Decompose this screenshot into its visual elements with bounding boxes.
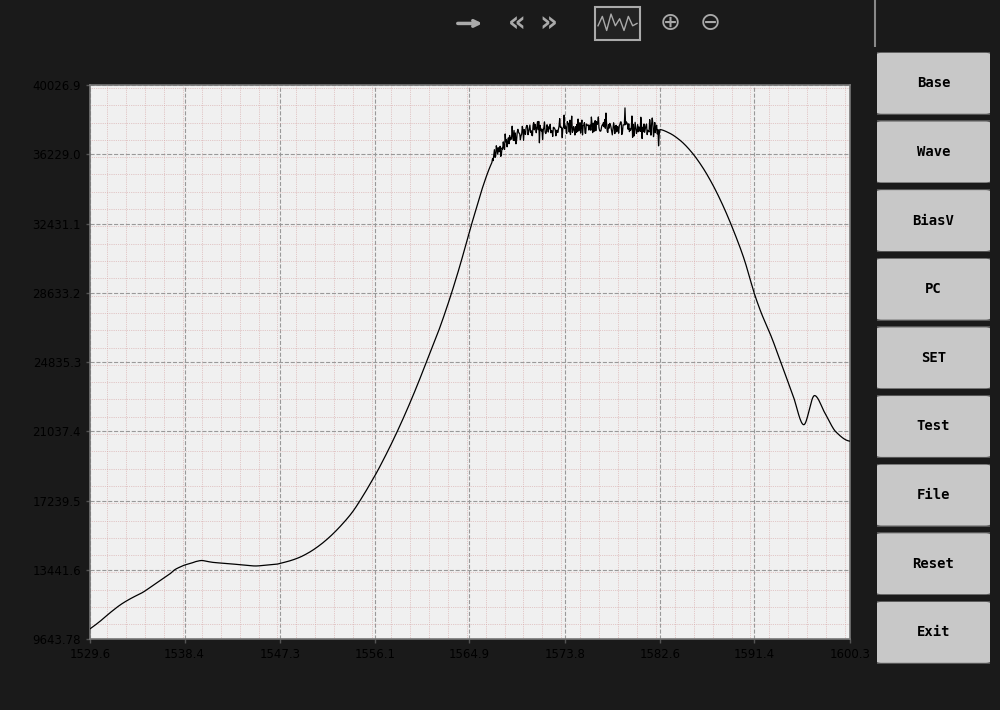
FancyBboxPatch shape bbox=[875, 189, 992, 252]
FancyBboxPatch shape bbox=[875, 121, 992, 183]
FancyBboxPatch shape bbox=[875, 258, 992, 321]
Text: Base: Base bbox=[917, 76, 950, 90]
Text: «: « bbox=[508, 9, 526, 36]
Text: ⊖: ⊖ bbox=[700, 11, 720, 36]
FancyBboxPatch shape bbox=[875, 532, 992, 595]
FancyBboxPatch shape bbox=[875, 464, 992, 527]
FancyBboxPatch shape bbox=[875, 601, 992, 664]
Text: Wave: Wave bbox=[917, 145, 950, 159]
FancyBboxPatch shape bbox=[875, 52, 992, 115]
FancyBboxPatch shape bbox=[875, 395, 992, 458]
Text: Exit: Exit bbox=[917, 626, 950, 640]
FancyBboxPatch shape bbox=[875, 327, 992, 389]
Text: SET: SET bbox=[921, 351, 946, 365]
Text: Test: Test bbox=[917, 420, 950, 434]
Bar bbox=[595, 7, 640, 40]
Text: Reset: Reset bbox=[913, 557, 954, 571]
Text: »: » bbox=[539, 9, 557, 36]
Text: PC: PC bbox=[925, 282, 942, 296]
Text: BiasV: BiasV bbox=[913, 214, 954, 228]
Text: ⊕: ⊕ bbox=[660, 11, 680, 36]
Text: File: File bbox=[917, 488, 950, 502]
